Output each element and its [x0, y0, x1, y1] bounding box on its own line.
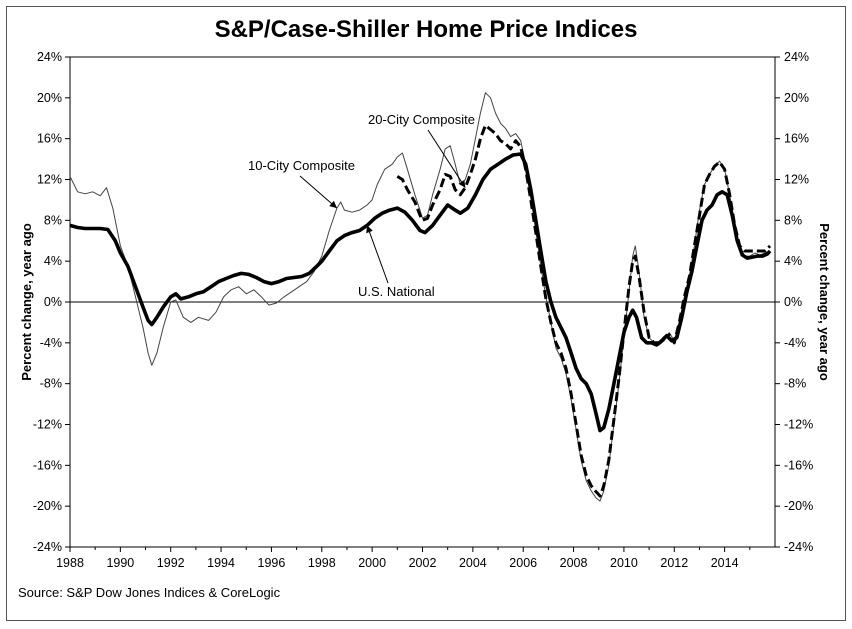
y-tick-label-right: 8%	[784, 213, 802, 227]
y-tick-label-left: 20%	[37, 91, 62, 105]
x-tick-label: 2010	[610, 556, 638, 570]
source-note: Source: S&P Dow Jones Indices & CoreLogi…	[18, 585, 281, 600]
y-axis-left: -24% -20% -16% -12% -8% -4% 0% 4% 8% 12% 16% 20% 24%	[33, 50, 70, 554]
annotation-label: 20-City Composite	[368, 112, 475, 127]
x-tick-label: 1990	[106, 556, 134, 570]
x-tick-label: 2002	[409, 556, 437, 570]
x-tick-label: 2012	[660, 556, 688, 570]
y-tick-label-right: 16%	[784, 132, 809, 146]
annotation-arrowhead	[366, 225, 373, 234]
x-tick-label: 2006	[509, 556, 537, 570]
y-tick-label-right: 24%	[784, 50, 809, 64]
y-tick-label-right: 20%	[784, 91, 809, 105]
y-tick-label-left: -20%	[33, 499, 62, 513]
annotation-label: U.S. National	[358, 284, 435, 299]
y-axis-label-right: Percent change, year ago	[817, 223, 832, 381]
x-tick-label: 2000	[358, 556, 386, 570]
y-tick-label-right: -24%	[784, 540, 813, 554]
annotation-leader	[299, 175, 338, 209]
x-axis: 1988 1990 1992 1994 1996 1998 2000 2002 2004 2006…	[56, 547, 751, 570]
y-tick-label-left: -12%	[33, 418, 62, 432]
y-tick-label-left: 16%	[37, 132, 62, 146]
y-tick-label-left: 8%	[44, 213, 62, 227]
x-tick-label: 1996	[258, 556, 286, 570]
annotation-arrowhead	[458, 179, 466, 188]
y-tick-label-right: -8%	[784, 377, 806, 391]
y-tick-label-right: -20%	[784, 499, 813, 513]
y-tick-label-left: -24%	[33, 540, 62, 554]
y-tick-label-left: -8%	[40, 377, 62, 391]
x-tick-label: 1998	[308, 556, 336, 570]
y-tick-label-left: 12%	[37, 173, 62, 187]
annotation-leader	[427, 129, 466, 188]
y-tick-label-left: -16%	[33, 458, 62, 472]
y-tick-label-right: -4%	[784, 336, 806, 350]
y-tick-label-left: 24%	[37, 50, 62, 64]
y-tick-label-right: 0%	[784, 295, 802, 309]
annotation-label: 10-City Composite	[248, 158, 355, 173]
chart-title: S&P/Case-Shiller Home Price Indices	[214, 16, 638, 43]
y-tick-label-right: -12%	[784, 418, 813, 432]
x-tick-label: 2008	[560, 556, 588, 570]
x-tick-label: 1988	[56, 556, 84, 570]
annotations-layer: 10-City Composite 20-City Composite U.S. N…	[248, 112, 475, 299]
y-tick-label-right: 12%	[784, 173, 809, 187]
x-tick-label: 1994	[207, 556, 235, 570]
x-tick-label: 2014	[711, 556, 739, 570]
y-axis-right: -24% -20% -16% -12% -8% -4% 0% 4% 8% 12% 16% 20% 24%	[775, 50, 813, 554]
series-line-20-city-composite	[396, 123, 772, 498]
x-tick-label: 1992	[157, 556, 185, 570]
annotation-leader	[366, 225, 389, 284]
y-tick-label-left: 0%	[44, 295, 62, 309]
series-layer	[69, 92, 772, 502]
y-tick-label-left: 4%	[44, 254, 62, 268]
series-line-u-s-national	[69, 152, 772, 433]
y-tick-label-left: -4%	[40, 336, 62, 350]
y-tick-label-right: -16%	[784, 458, 813, 472]
x-tick-label: 2004	[459, 556, 487, 570]
annotation-arrowhead	[329, 200, 337, 209]
y-axis-label-left: Percent change, year ago	[19, 223, 34, 381]
y-tick-label-right: 4%	[784, 254, 802, 268]
